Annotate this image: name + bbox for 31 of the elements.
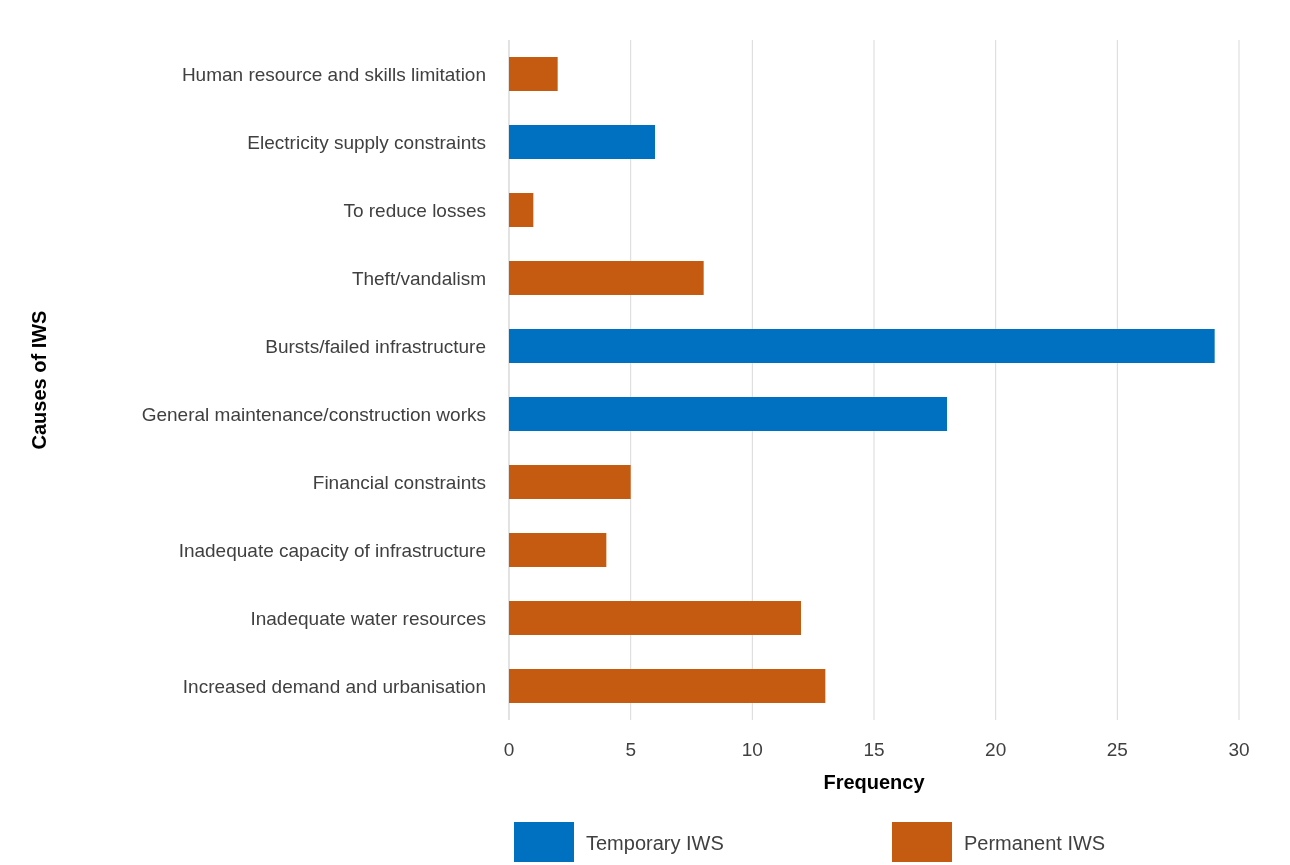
y-tick-label: Financial constraints (312, 472, 486, 493)
bar (509, 329, 1215, 363)
y-tick-label: Inadequate capacity of infrastructure (178, 540, 486, 561)
bar (509, 261, 704, 295)
y-axis-title: Causes of IWS (28, 310, 50, 450)
bar (509, 669, 826, 703)
y-tick-label: General maintenance/construction works (141, 404, 486, 425)
x-tick-label: 5 (625, 739, 636, 760)
bar (509, 601, 801, 635)
y-tick-label: Inadequate water resources (250, 608, 486, 629)
x-tick-label: 20 (985, 739, 1007, 760)
x-tick-label: 10 (741, 739, 763, 760)
bar (509, 465, 631, 499)
x-tick-label: 30 (1228, 739, 1250, 760)
bar (509, 193, 534, 227)
x-tick-label: 0 (503, 739, 515, 760)
x-axis-title: Frequency (823, 771, 926, 793)
y-tick-label: Theft/vandalism (351, 268, 486, 289)
bar (509, 533, 607, 567)
y-tick-label: Human resource and skills limitation (181, 64, 486, 85)
legend-label: Temporary IWS (586, 832, 724, 854)
x-tick-label: 15 (863, 739, 885, 760)
bar (509, 125, 655, 159)
y-tick-label: To reduce losses (343, 200, 486, 221)
y-tick-label: Bursts/failed infrastructure (265, 336, 486, 357)
x-tick-label: 25 (1106, 739, 1128, 760)
bar (509, 397, 947, 431)
bar (509, 57, 558, 91)
y-tick-label: Electricity supply constraints (247, 132, 486, 153)
legend-label: Permanent IWS (964, 832, 1106, 854)
y-tick-label: Increased demand and urbanisation (182, 676, 486, 697)
